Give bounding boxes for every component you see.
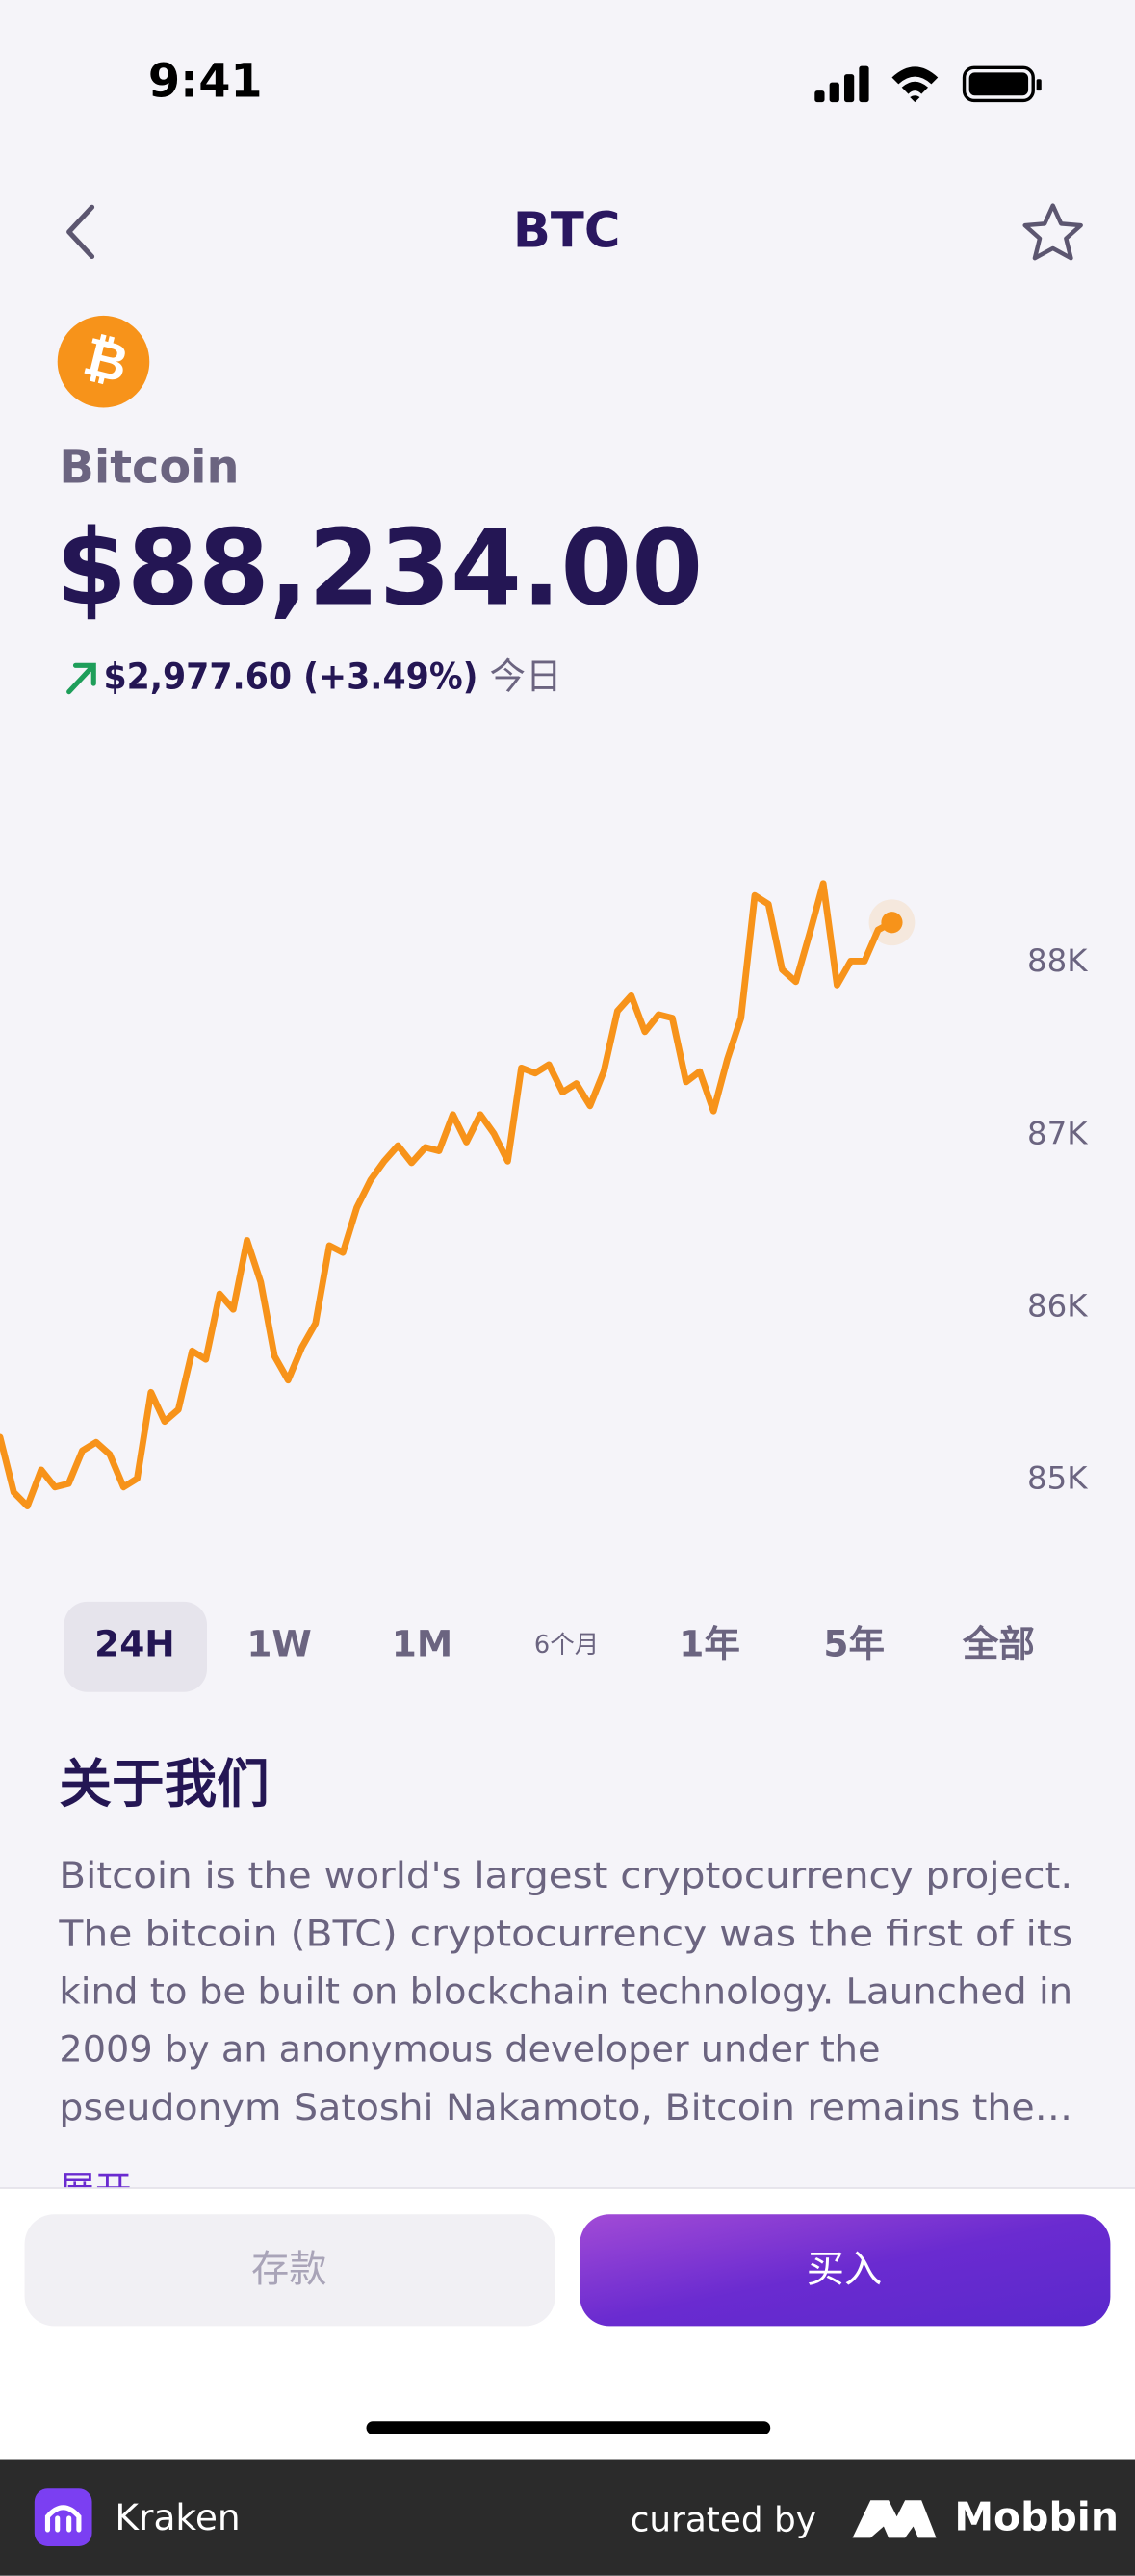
- deposit-button[interactable]: [24, 2214, 555, 2327]
- header-title: BTC: [513, 202, 620, 260]
- range-tab[interactable]: 24H: [94, 1622, 175, 1664]
- range-tab[interactable]: 1M: [392, 1622, 452, 1664]
- favorite-button[interactable]: [1022, 203, 1083, 261]
- range-tab[interactable]: 全部: [962, 1622, 1035, 1664]
- coin-change-period: 今日: [489, 655, 561, 697]
- price-chart: 85K 86K 87K 88K: [0, 880, 1088, 1509]
- y-tick-label: 88K: [1027, 942, 1088, 979]
- footer-brand: Kraken: [115, 2496, 240, 2538]
- kraken-logo: [34, 2488, 92, 2546]
- range-tab[interactable]: 1W: [246, 1622, 311, 1664]
- about-line: 2009 by an anonymous developer under the: [59, 2028, 880, 2071]
- price-line: [0, 880, 895, 1509]
- coin-logo: [57, 315, 150, 408]
- coin-name: Bitcoin: [59, 441, 239, 494]
- about-line: kind to be built on blockchain technolog…: [59, 1970, 1072, 2012]
- range-tabs: 24H 1W 1M 6个月 1年 5年 全部: [94, 1622, 1035, 1664]
- status-time: 9:41: [148, 55, 263, 108]
- about-line: pseudonym Satoshi Nakamoto, Bitcoin rema…: [59, 2086, 1072, 2128]
- footer: [0, 2459, 1135, 2576]
- home-indicator: [366, 2421, 771, 2434]
- about-text: Bitcoin is the world's largest cryptocur…: [58, 1854, 1072, 2128]
- range-tab[interactable]: 6个月: [534, 1631, 599, 1660]
- current-price-dot: [881, 912, 903, 934]
- coin-price: $88,234.00: [56, 506, 703, 629]
- about-line: Bitcoin is the world's largest cryptocur…: [59, 1854, 1072, 1896]
- coin-change: $2,977.60 (+3.49%): [103, 655, 477, 697]
- kraken-logo-mark: [44, 2505, 82, 2533]
- buy-label: 买入: [807, 2249, 882, 2292]
- tab-selected-bg: [64, 1601, 207, 1692]
- status-icons: [814, 65, 1042, 103]
- about-line: The bitcoin (BTC) cryptocurrency was the…: [58, 1912, 1072, 1954]
- buy-button[interactable]: [580, 2214, 1111, 2327]
- footer-curated: curated by: [631, 2500, 816, 2539]
- change-arrow: [66, 662, 96, 695]
- range-tab[interactable]: 1年: [679, 1622, 740, 1664]
- y-tick-label: 85K: [1027, 1460, 1088, 1497]
- footer-site: Mobbin: [954, 2494, 1119, 2540]
- about-title: 关于我们: [59, 1753, 269, 1815]
- y-tick-label: 86K: [1027, 1287, 1088, 1324]
- back-button[interactable]: [66, 204, 95, 260]
- mobbin-logo: [852, 2500, 937, 2538]
- deposit-label: 存款: [251, 2249, 326, 2292]
- range-tab[interactable]: 5年: [823, 1622, 885, 1664]
- y-tick-label: 87K: [1027, 1115, 1088, 1151]
